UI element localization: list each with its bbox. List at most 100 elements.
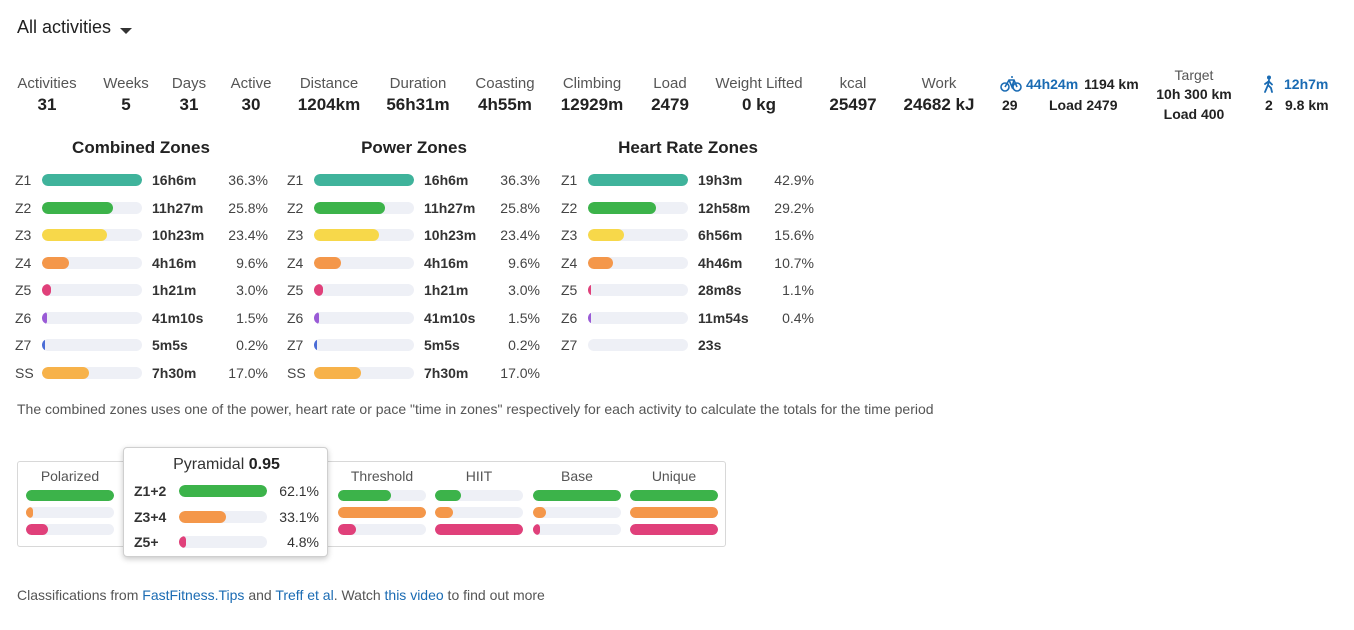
zone-row: Z7 5m5s 0.2% (287, 335, 547, 355)
zone-bar-fill (314, 201, 385, 214)
zone-row: Z1 16h6m 36.3% (287, 170, 547, 190)
zone-row: Z6 41m10s 1.5% (287, 308, 547, 328)
zone-bar-fill (588, 256, 613, 269)
target-label: Target (1174, 67, 1214, 83)
zone-time: 11h27m (152, 199, 204, 216)
ride-load: Load 2479 (1049, 97, 1118, 113)
stat-label: Climbing (562, 75, 622, 92)
zone-row: Z6 11m54s 0.4% (561, 308, 821, 328)
zone-bar-track (314, 174, 414, 186)
stat-value: 5 (121, 95, 131, 114)
footer-and: and (244, 587, 276, 603)
ride-summary[interactable]: 44h24m 1194 km 29 Load 2479 (1000, 74, 1139, 116)
stat-weeks: Weeks 5 (103, 74, 149, 116)
zone-name: Z6 (561, 309, 578, 326)
zone-bar-track (42, 256, 142, 269)
classification-bar-fill (26, 490, 114, 501)
zone-bar-fill (42, 284, 51, 296)
fastfitness-link[interactable]: FastFitness.Tips (142, 587, 245, 603)
classification-bar (338, 507, 426, 518)
zone-bar-track (588, 174, 688, 186)
classification-name: Polarized (40, 468, 100, 484)
stat-label: Work (921, 75, 957, 92)
zone-row: Z5 1h21m 3.0% (15, 280, 275, 300)
tooltip-row-percent: 33.1% (279, 508, 319, 525)
zone-name: Z6 (15, 309, 32, 326)
zone-time: 6h56m (698, 227, 743, 243)
zone-percent: 3.0% (236, 282, 268, 298)
zone-row: Z2 11h27m 25.8% (15, 198, 275, 218)
stat-value: 31 (37, 95, 57, 114)
stat-value: 31 (179, 95, 199, 114)
tooltip-score: 0.95 (248, 456, 280, 473)
zone-bar-fill (588, 201, 656, 214)
tooltip-bar-track (179, 510, 267, 523)
zone-time: 7h30m (152, 364, 197, 381)
zone-row: Z7 5m5s 0.2% (15, 335, 275, 355)
zone-name: Z7 (287, 337, 304, 353)
zone-name: Z3 (287, 227, 304, 243)
activity-filter-label: All activities (17, 17, 112, 37)
stat-value: 30 (241, 95, 261, 114)
zone-bar-fill (42, 366, 89, 379)
classification-bar (630, 507, 718, 518)
classification-bar (533, 507, 621, 518)
stat-value: 2479 (651, 95, 689, 114)
zone-bar-track (588, 339, 688, 351)
treff-link[interactable]: Treff et al (275, 587, 334, 603)
stat-days: Days 31 (172, 74, 206, 116)
target-line2: Load 400 (1163, 106, 1225, 122)
zone-row: Z3 10h23m 23.4% (15, 225, 275, 245)
zone-name: Z7 (15, 337, 32, 353)
zone-percent: 10.7% (774, 254, 814, 271)
zone-bar-fill (314, 256, 341, 269)
zone-row: Z2 12h58m 29.2% (561, 198, 821, 218)
stat-kcal: kcal 25497 (829, 74, 876, 116)
zone-bar-fill (314, 229, 379, 241)
zone-percent: 17.0% (228, 364, 268, 381)
walk-summary[interactable]: 12h7m 2 9.8 km (1262, 74, 1329, 116)
classification-bar-fill (533, 524, 541, 535)
walk-distance: 9.8 km (1285, 97, 1329, 113)
zone-row: Z6 41m10s 1.5% (15, 308, 275, 328)
classification-bar-fill (630, 507, 718, 518)
stat-label: Coasting (475, 75, 535, 92)
zone-group-title: Heart Rate Zones (618, 138, 758, 157)
stat-label: Weight Lifted (715, 75, 803, 92)
zone-time: 16h6m (424, 172, 469, 188)
classification-unique[interactable]: Unique (630, 462, 718, 548)
classification-base[interactable]: Base (533, 462, 621, 548)
classification-bar-fill (533, 507, 547, 518)
tooltip-row: Z1+2 62.1% (134, 481, 324, 501)
footer-suffix: to find out more (443, 587, 545, 603)
activity-filter-dropdown[interactable]: All activities (17, 17, 133, 38)
combined-zones-note: The combined zones uses one of the power… (17, 401, 934, 417)
zone-row: Z4 4h16m 9.6% (287, 253, 547, 273)
classification-name: HIIT (465, 468, 493, 484)
zone-percent: 9.6% (236, 254, 268, 271)
zone-percent: 0.2% (508, 337, 540, 353)
zone-time: 5m5s (424, 337, 460, 353)
stat-coasting: Coasting 4h55m (475, 74, 534, 116)
stat-value: 24682 kJ (903, 95, 975, 114)
walk-count: 2 (1265, 97, 1273, 113)
zone-bar-fill (588, 174, 688, 186)
zone-time: 11h27m (424, 199, 476, 216)
footer-mid: . Watch (333, 587, 385, 603)
classification-bar (338, 524, 426, 535)
zone-name: Z1 (15, 172, 32, 188)
zone-row: Z5 1h21m 3.0% (287, 280, 547, 300)
zone-name: Z2 (15, 199, 32, 216)
zone-bar-fill (314, 284, 323, 296)
classification-threshold[interactable]: Threshold (338, 462, 426, 548)
classification-polarized[interactable]: Polarized (26, 462, 114, 548)
tooltip-bar-fill (179, 536, 187, 548)
classification-bar-fill (26, 507, 34, 518)
classification-hiit[interactable]: HIIT (435, 462, 523, 548)
zone-time: 41m10s (152, 309, 204, 326)
zone-time: 7h30m (424, 364, 469, 381)
zone-name: Z6 (287, 309, 304, 326)
zone-bar-fill (42, 201, 113, 214)
target-line1: 10h 300 km (1156, 86, 1232, 102)
video-link[interactable]: this video (384, 587, 444, 603)
